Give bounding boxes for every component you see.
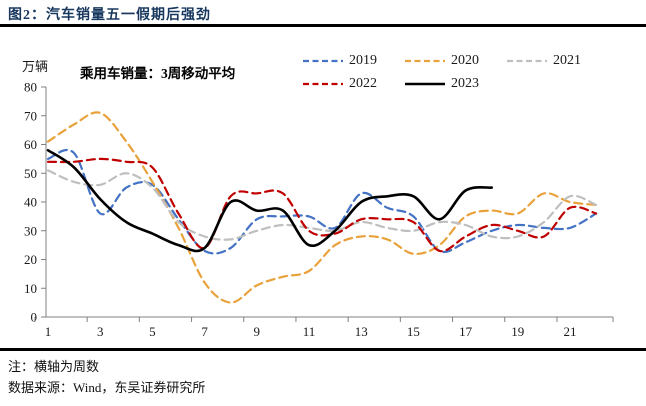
legend-label-2023: 2023 (451, 76, 479, 91)
figure-title: 图2：汽车销量五一假期后强劲 (8, 8, 211, 23)
legend-item-2021: 2021 (506, 53, 581, 69)
svg-text:17: 17 (459, 324, 473, 339)
legend-label-2020: 2020 (451, 53, 479, 68)
y-axis-unit-label: 万辆 (22, 59, 49, 74)
svg-text:10: 10 (24, 281, 37, 296)
legend-item-2023: 2023 (404, 76, 479, 92)
svg-text:21: 21 (564, 324, 577, 339)
legend-swatch-2022 (302, 80, 344, 88)
svg-text:0: 0 (31, 310, 38, 325)
svg-text:15: 15 (407, 324, 420, 339)
legend-swatch-2020 (404, 57, 446, 65)
note-axis: 注：横轴为周数 (8, 359, 100, 374)
svg-text:7: 7 (201, 324, 208, 339)
svg-text:11: 11 (303, 324, 316, 339)
legend-item-2020: 2020 (404, 53, 479, 69)
legend-swatch-2019 (302, 57, 344, 65)
note-source: 数据来源：Wind，东吴证券研究所 (8, 380, 206, 395)
legend-swatch-2021 (506, 57, 548, 65)
svg-text:13: 13 (355, 324, 368, 339)
legend-swatch-2023 (404, 80, 446, 88)
svg-text:20: 20 (24, 252, 37, 267)
svg-text:60: 60 (24, 137, 37, 152)
svg-text:40: 40 (24, 195, 37, 210)
svg-text:5: 5 (149, 324, 156, 339)
title-divider-line (0, 24, 646, 27)
legend-label-2021: 2021 (553, 53, 581, 68)
legend-item-2022: 2022 (302, 76, 377, 92)
svg-text:70: 70 (24, 108, 37, 123)
svg-text:80: 80 (24, 80, 37, 95)
legend-item-2019: 2019 (302, 53, 377, 69)
svg-text:1: 1 (45, 324, 52, 339)
svg-text:9: 9 (254, 324, 261, 339)
svg-text:19: 19 (511, 324, 524, 339)
svg-text:30: 30 (24, 223, 37, 238)
chart-annotation: 乘用车销量：3周移动平均 (80, 66, 236, 81)
legend-label-2022: 2022 (349, 76, 377, 91)
legend-label-2019: 2019 (349, 53, 377, 68)
svg-text:50: 50 (24, 166, 37, 181)
notes-divider-line (0, 348, 646, 351)
svg-text:3: 3 (97, 324, 104, 339)
